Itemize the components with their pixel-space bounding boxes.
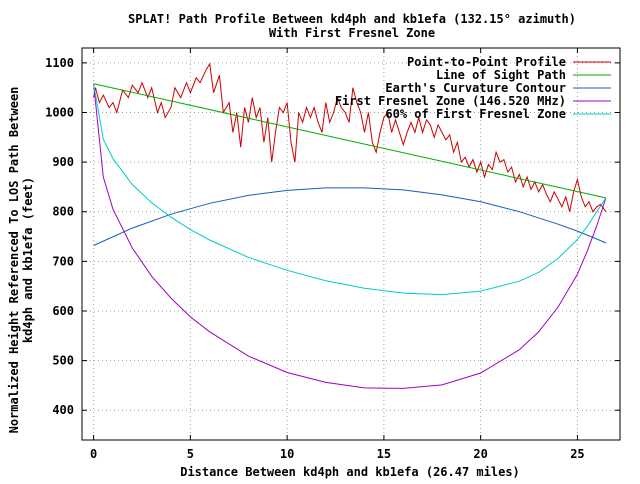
x-tick-label: 25 xyxy=(570,447,584,461)
x-tick-label: 15 xyxy=(377,447,391,461)
series-line-line-of-sight-path xyxy=(93,83,607,199)
y-tick-label: 800 xyxy=(52,205,74,219)
x-tick-label: 20 xyxy=(473,447,487,461)
data-series xyxy=(93,62,607,389)
y-tick-label: 400 xyxy=(52,403,74,417)
y-tick-label: 1100 xyxy=(45,56,74,70)
grid xyxy=(82,48,620,440)
y-tick-label: 1000 xyxy=(45,106,74,120)
legend-label-earth-s-curvature-contour: Earth's Curvature Contour xyxy=(385,81,566,95)
chart-subtitle: With First Fresnel Zone xyxy=(269,26,435,40)
axis-ticks: 0 5 10 15 20 25 400 500 600 700 800 900 1000 1100 xyxy=(45,48,620,461)
y-tick-label: 900 xyxy=(52,155,74,169)
series-line-point-to-point-profile xyxy=(93,62,607,213)
x-tick-label: 5 xyxy=(187,447,194,461)
series-line-60-of-first-fresnel-zone xyxy=(93,83,607,296)
legend-label-point-to-point-profile: Point-to-Point Profile xyxy=(407,55,566,69)
legend-label-line-of-sight-path: Line of Sight Path xyxy=(436,68,566,82)
legend-label-60-of-first-fresnel-zone: 60% of First Fresnel Zone xyxy=(385,107,566,121)
x-axis-title: Distance Between kd4ph and kb1efa (26.47… xyxy=(180,465,520,479)
x-tick-label: 0 xyxy=(90,447,97,461)
plot-frame xyxy=(81,47,621,441)
x-tick-label: 10 xyxy=(280,447,294,461)
legend-label-first-fresnel-zone-146-520-mhz: First Fresnel Zone (146.520 MHz) xyxy=(335,94,566,108)
chart-title: SPLAT! Path Profile Between kd4ph and kb… xyxy=(128,12,576,26)
y-tick-label: 700 xyxy=(52,254,74,268)
y-axis-title-line-1: Normalized Height Referenced To LOS Path… xyxy=(7,87,21,434)
series-line-first-fresnel-zone-146-520-mhz xyxy=(93,83,607,389)
y-axis-title-line-2: kd4ph and kb1efa (feet) xyxy=(21,177,35,343)
y-tick-label: 500 xyxy=(52,354,74,368)
series-line-earth-s-curvature-contour xyxy=(93,187,607,246)
y-tick-label: 600 xyxy=(52,304,74,318)
